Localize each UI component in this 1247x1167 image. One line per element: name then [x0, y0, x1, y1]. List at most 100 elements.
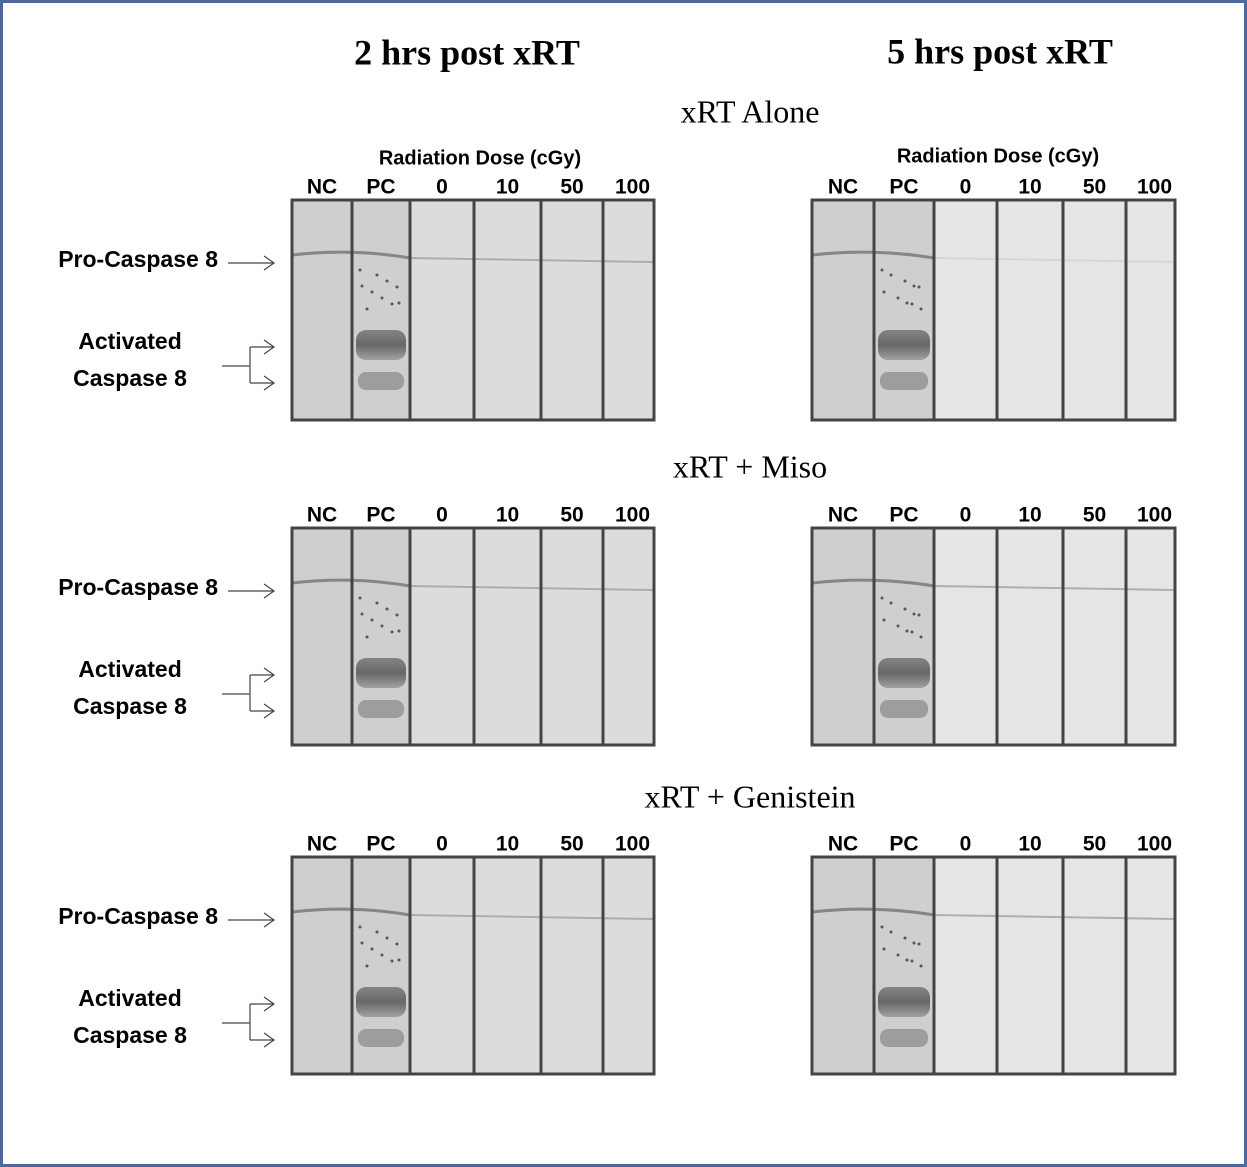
band-label: Caspase 8	[73, 693, 187, 719]
blot	[812, 857, 1175, 1074]
speckle	[883, 291, 886, 294]
speckle	[359, 926, 362, 929]
speckle	[911, 303, 914, 306]
lane-label: PC	[366, 833, 395, 856]
lane-label: PC	[889, 833, 918, 856]
lane-label: 0	[436, 504, 448, 527]
band	[880, 372, 928, 390]
speckle	[897, 625, 900, 628]
lane-label: NC	[828, 504, 858, 527]
figure: 2 hrs post xRT 5 hrs post xRT Radiation …	[0, 0, 1247, 1167]
speckle	[911, 631, 914, 634]
speckle	[381, 625, 384, 628]
speckle	[897, 954, 900, 957]
band-label: Pro-Caspase 8	[58, 903, 218, 929]
speckle	[918, 943, 921, 946]
lane-label: NC	[307, 833, 337, 856]
blot	[292, 200, 654, 420]
lane-label: 100	[615, 176, 650, 199]
lane-label: 50	[1083, 504, 1106, 527]
lane-label: 50	[560, 833, 583, 856]
speckle	[396, 943, 399, 946]
speckle	[913, 942, 916, 945]
dose-label: Radiation Dose (cGy)	[379, 147, 581, 169]
lane-label: 0	[960, 833, 972, 856]
panel-title: xRT + Miso	[673, 448, 827, 484]
speckle	[371, 291, 374, 294]
lane-label: 0	[960, 504, 972, 527]
speckle	[371, 619, 374, 622]
lane-label: NC	[307, 176, 337, 199]
lane-label: 10	[1018, 833, 1041, 856]
speckle	[386, 280, 389, 283]
speckle	[890, 274, 893, 277]
lane-label: 10	[496, 504, 519, 527]
speckle	[361, 285, 364, 288]
speckle	[376, 931, 379, 934]
speckle	[881, 926, 884, 929]
speckle	[906, 302, 909, 305]
speckle	[396, 286, 399, 289]
speckle	[391, 631, 394, 634]
speckle	[881, 597, 884, 600]
band-label: Activated	[78, 985, 182, 1011]
band-label: Caspase 8	[73, 1022, 187, 1048]
band-label: Pro-Caspase 8	[58, 574, 218, 600]
band	[356, 987, 406, 1017]
lane-label: 100	[615, 504, 650, 527]
speckle	[918, 286, 921, 289]
lane-label: 10	[1018, 176, 1041, 199]
lane-label: PC	[889, 176, 918, 199]
band	[356, 330, 406, 360]
speckle	[883, 619, 886, 622]
lane-label: 100	[1137, 176, 1172, 199]
lane-label: 50	[1083, 833, 1106, 856]
speckle	[398, 630, 401, 633]
blot	[812, 528, 1175, 745]
panel-title: xRT Alone	[681, 93, 820, 129]
band-label: Activated	[78, 656, 182, 682]
lane-label: 0	[960, 176, 972, 199]
speckle	[366, 308, 369, 311]
lane-label: PC	[366, 504, 395, 527]
speckle	[883, 948, 886, 951]
band	[880, 1029, 928, 1047]
speckle	[398, 959, 401, 962]
lane-label: 10	[496, 833, 519, 856]
speckle	[396, 614, 399, 617]
speckle	[881, 269, 884, 272]
speckle	[391, 960, 394, 963]
lane-label: 0	[436, 833, 448, 856]
speckle	[359, 269, 362, 272]
speckle	[376, 602, 379, 605]
speckle	[906, 630, 909, 633]
speckle	[398, 302, 401, 305]
column-title: 5 hrs post xRT	[887, 31, 1113, 71]
band	[878, 330, 930, 360]
lane-label: NC	[828, 176, 858, 199]
lane-label: NC	[828, 833, 858, 856]
band	[358, 372, 404, 390]
speckle	[359, 597, 362, 600]
speckle	[920, 965, 923, 968]
speckle	[381, 297, 384, 300]
band	[880, 700, 928, 718]
speckle	[361, 613, 364, 616]
lane-label: 0	[436, 176, 448, 199]
speckle	[376, 274, 379, 277]
lane-label: PC	[366, 176, 395, 199]
speckle	[904, 280, 907, 283]
speckle	[371, 948, 374, 951]
speckle	[904, 937, 907, 940]
band	[358, 700, 404, 718]
speckle	[890, 602, 893, 605]
band-label: Activated	[78, 328, 182, 354]
band	[878, 987, 930, 1017]
speckle	[911, 960, 914, 963]
band-label: Pro-Caspase 8	[58, 246, 218, 272]
band	[878, 658, 930, 688]
speckle	[386, 937, 389, 940]
speckle	[386, 608, 389, 611]
lane-label: PC	[889, 504, 918, 527]
speckle	[920, 308, 923, 311]
